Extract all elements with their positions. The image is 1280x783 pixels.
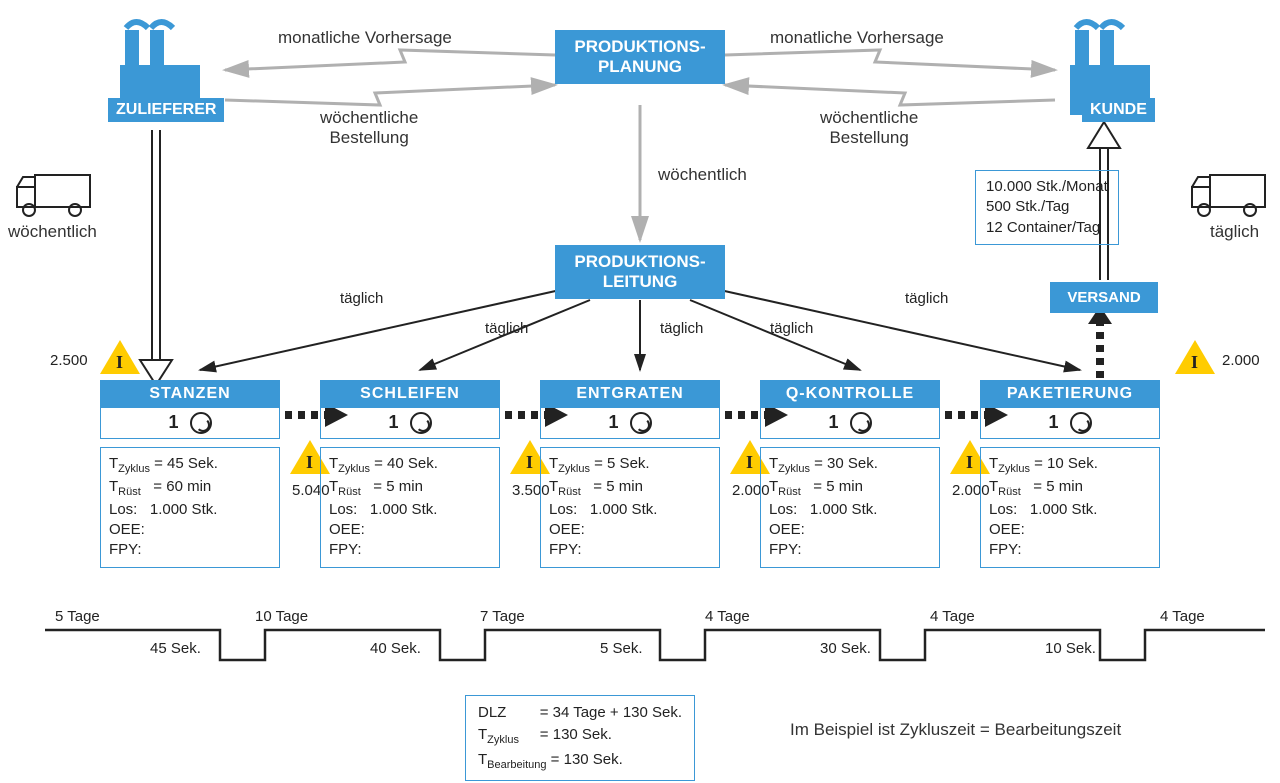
cd-1: 500 Stk./Tag — [986, 197, 1108, 217]
proc-operators: 1 — [101, 407, 279, 438]
truck-left-icon — [17, 175, 90, 216]
proc-data: TZyklus = 40 Sek.TRüst = 5 minLos: 1.000… — [320, 447, 500, 567]
tz-l: T — [478, 726, 487, 743]
timeline-sec-3: 30 Sek. — [820, 640, 871, 657]
proc-operators: 1 — [981, 407, 1159, 438]
proc-data: TZyklus = 30 Sek.TRüst = 5 minLos: 1.000… — [760, 447, 940, 567]
truck-left-label: wöchentlich — [8, 222, 97, 242]
customer-label: KUNDE — [1082, 98, 1155, 122]
timeline-day-3: 4 Tage — [705, 608, 750, 625]
process-paketierung: PAKETIERUNG1 TZyklus = 10 Sek.TRüst = 5 … — [980, 380, 1160, 568]
truck-right-label: täglich — [1210, 222, 1259, 242]
proc-head: SCHLEIFEN — [321, 381, 499, 407]
daily-4: täglich — [770, 320, 813, 337]
proc-data: TZyklus = 10 Sek.TRüst = 5 minLos: 1.000… — [980, 447, 1160, 567]
timeline-day-4: 4 Tage — [930, 608, 975, 625]
daily-2: täglich — [485, 320, 528, 337]
proc-head: STANZEN — [101, 381, 279, 407]
proc-head: PAKETIERUNG — [981, 381, 1159, 407]
timeline-day-5: 4 Tage — [1160, 608, 1205, 625]
timeline-sec-2: 5 Sek. — [600, 640, 643, 657]
summary-box: DLZ = 34 Tage + 130 Sek. TZyklus = 130 S… — [465, 695, 695, 781]
process-schleifen: SCHLEIFEN1 TZyklus = 40 Sek.TRüst = 5 mi… — [320, 380, 500, 568]
tz-v: = 130 Sek. — [540, 726, 612, 743]
daily-3: täglich — [660, 320, 703, 337]
dlz-v: = 34 Tage + 130 Sek. — [540, 704, 682, 721]
process-q-kontrolle: Q-KONTROLLE1 TZyklus = 30 Sek.TRüst = 5 … — [760, 380, 940, 568]
planning-box: PRODUKTIONS- PLANUNG — [555, 30, 725, 84]
timeline-sec-1: 40 Sek. — [370, 640, 421, 657]
leitung-box: PRODUKTIONS- LEITUNG — [555, 245, 725, 299]
weekly-center: wöchentlich — [658, 165, 747, 185]
inv-left: 2.500 — [50, 352, 88, 369]
process-entgraten: ENTGRATEN1 TZyklus = 5 Sek.TRüst = 5 min… — [540, 380, 720, 568]
timeline-day-1: 10 Tage — [255, 608, 308, 625]
timeline-day-0: 5 Tage — [55, 608, 100, 625]
note: Im Beispiel ist Zykluszeit = Bearbeitung… — [790, 720, 1121, 740]
forecast-right: monatliche Vorhersage — [770, 28, 944, 48]
timeline-sec-0: 45 Sek. — [150, 640, 201, 657]
proc-head: ENTGRATEN — [541, 381, 719, 407]
tz-sub: Zyklus — [487, 734, 519, 746]
truck-right-icon — [1192, 175, 1265, 216]
daily-5: täglich — [905, 290, 948, 307]
customer-data: 10.000 Stk./Monat 500 Stk./Tag 12 Contai… — [975, 170, 1119, 245]
daily-1: täglich — [340, 290, 383, 307]
proc-operators: 1 — [541, 407, 719, 438]
tb-v: = 130 Sek. — [551, 751, 623, 768]
forecast-left: monatliche Vorhersage — [278, 28, 452, 48]
cd-2: 12 Container/Tag — [986, 218, 1108, 238]
versand-box: VERSAND — [1050, 282, 1158, 313]
proc-operators: 1 — [321, 407, 499, 438]
order-right: wöchentliche Bestellung — [820, 108, 918, 148]
order-left: wöchentliche Bestellung — [320, 108, 418, 148]
timeline-sec-4: 10 Sek. — [1045, 640, 1096, 657]
proc-head: Q-KONTROLLE — [761, 381, 939, 407]
proc-data: TZyklus = 45 Sek.TRüst = 60 minLos: 1.00… — [100, 447, 280, 567]
inv-tri-left — [100, 340, 140, 374]
dlz-l: DLZ — [478, 704, 506, 721]
supplier-label: ZULIEFERER — [108, 98, 224, 122]
cd-0: 10.000 Stk./Monat — [986, 177, 1108, 197]
tb-l: T — [478, 751, 487, 768]
timeline-day-2: 7 Tage — [480, 608, 525, 625]
inv-tri-right — [1175, 340, 1215, 374]
process-stanzen: STANZEN1 TZyklus = 45 Sek.TRüst = 60 min… — [100, 380, 280, 568]
proc-data: TZyklus = 5 Sek.TRüst = 5 minLos: 1.000 … — [540, 447, 720, 567]
proc-operators: 1 — [761, 407, 939, 438]
tb-sub: Bearbeitung — [487, 759, 546, 771]
inv-right: 2.000 — [1222, 352, 1260, 369]
